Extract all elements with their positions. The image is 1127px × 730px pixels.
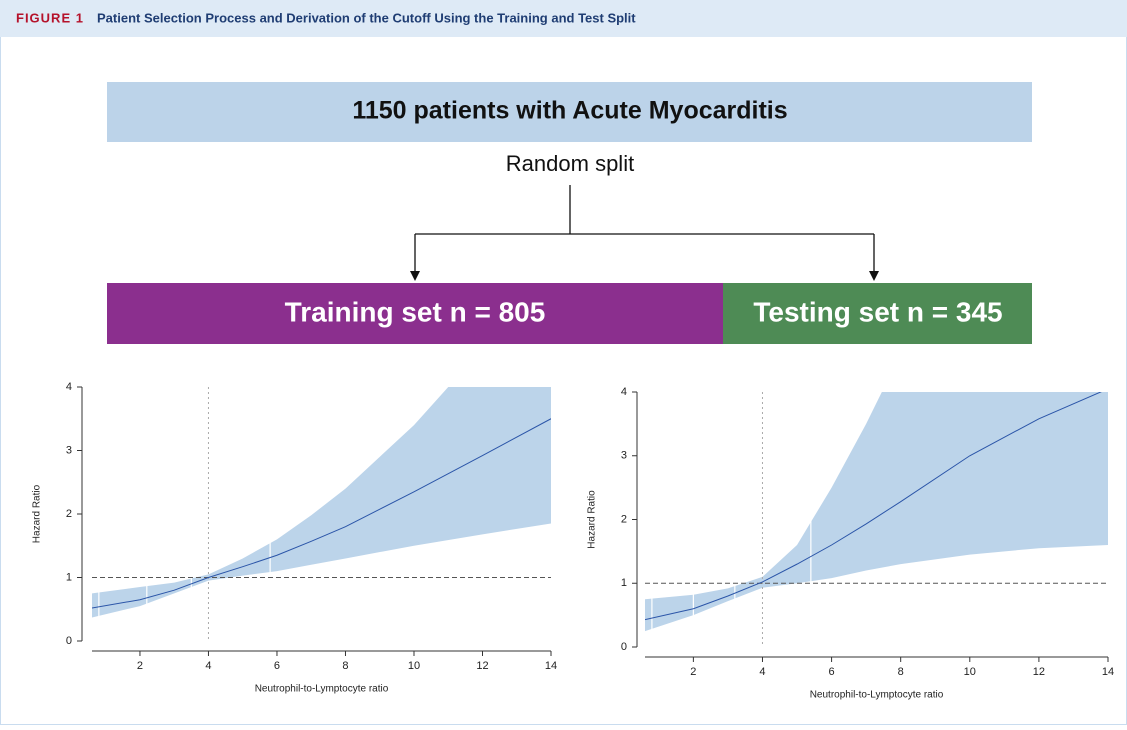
x-tick-label: 4 <box>759 666 765 678</box>
x-tick-label: 12 <box>1033 666 1045 678</box>
header-bar <box>0 0 1127 37</box>
y-tick-label: 2 <box>621 513 627 525</box>
y-tick-label: 3 <box>621 450 627 462</box>
x-tick-label: 10 <box>964 666 976 678</box>
confidence-band <box>645 392 1108 632</box>
x-tick-label: 8 <box>342 660 348 672</box>
training-box <box>107 283 723 344</box>
x-tick-label: 6 <box>829 666 835 678</box>
y-tick-label: 0 <box>66 635 72 647</box>
y-tick-label: 0 <box>621 641 627 653</box>
x-tick-label: 12 <box>476 660 488 672</box>
x-axis-title: Neutrophil-to-Lymptocyte ratio <box>810 690 944 701</box>
y-tick-label: 1 <box>66 571 72 583</box>
y-axis-title: Hazard Ratio <box>587 490 598 549</box>
x-tick-label: 14 <box>545 660 557 672</box>
y-tick-label: 1 <box>621 577 627 589</box>
confidence-band <box>92 387 551 618</box>
root-label: 1150 patients with Acute Myocarditis <box>352 97 787 125</box>
testing-label: Testing set n = 345 <box>753 296 1002 327</box>
x-tick-label: 2 <box>137 660 143 672</box>
y-tick-label: 4 <box>621 386 627 398</box>
x-tick-label: 4 <box>205 660 211 672</box>
x-tick-label: 14 <box>1102 666 1114 678</box>
x-tick-label: 6 <box>274 660 280 672</box>
figure-title: Patient Selection Process and Derivation… <box>97 10 636 25</box>
figure-label: FIGURE 1 <box>16 10 84 25</box>
y-axis-title: Hazard Ratio <box>32 484 43 543</box>
x-axis-title: Neutrophil-to-Lymptocyte ratio <box>255 684 389 695</box>
hazard-line <box>92 418 551 609</box>
x-tick-label: 8 <box>898 666 904 678</box>
x-tick-label: 10 <box>408 660 420 672</box>
y-tick-label: 4 <box>66 381 72 393</box>
y-tick-label: 2 <box>66 508 72 520</box>
root-box <box>107 82 1032 142</box>
plot-area <box>645 392 1108 647</box>
hazard-line <box>645 392 1102 621</box>
training-label: Training set n = 805 <box>285 296 546 327</box>
x-tick-label: 2 <box>690 666 696 678</box>
y-tick-label: 3 <box>66 444 72 456</box>
testing-box <box>723 283 1032 344</box>
split-label: Random split <box>506 151 634 176</box>
connectors <box>414 185 875 272</box>
plot-area <box>92 387 551 641</box>
